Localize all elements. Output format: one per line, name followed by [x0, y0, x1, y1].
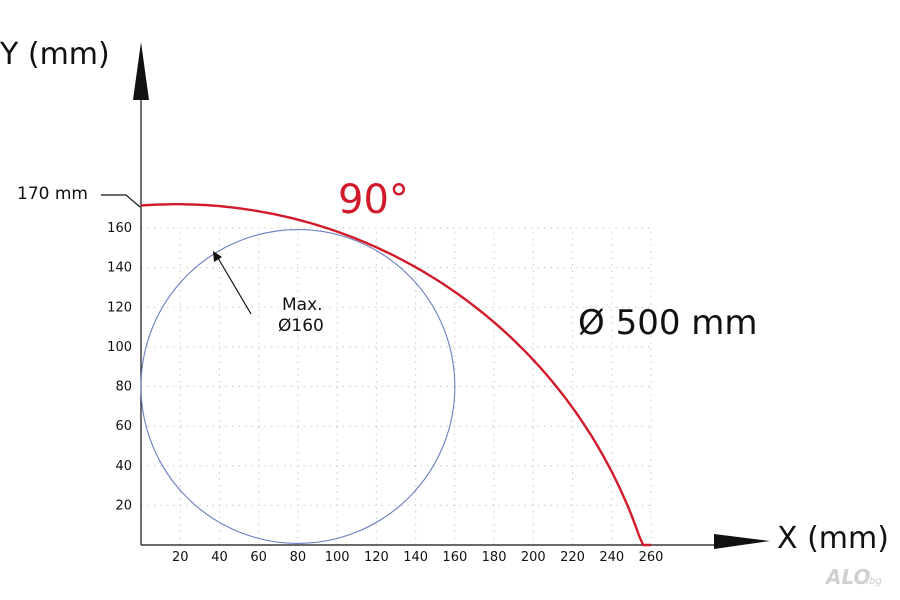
grid — [141, 227, 652, 545]
x-tick-label: 240 — [599, 550, 624, 565]
x-tick-label: 20 — [172, 550, 189, 565]
y-tick-label: 40 — [115, 459, 132, 474]
x-tick-label: 40 — [211, 550, 228, 565]
angle-label: 90° — [338, 177, 409, 223]
y-axis-title: Y (mm) — [0, 37, 110, 72]
watermark-suffix: .bg — [866, 576, 882, 587]
x-tick-label: 80 — [290, 550, 307, 565]
y-tick-label: 80 — [115, 380, 132, 395]
x-tick-label: 180 — [482, 550, 507, 565]
y-axis-arrow — [133, 42, 149, 100]
y-tick-label: 140 — [107, 261, 132, 276]
y-tick-label: 20 — [115, 498, 132, 513]
x-axis-title: X (mm) — [777, 521, 889, 556]
max-label-line2: Ø160 — [278, 316, 324, 336]
y-tick-label: 60 — [115, 419, 132, 434]
x-tick-label: 60 — [250, 550, 267, 565]
diameter-label: Ø 500 mm — [578, 303, 758, 343]
y-tick-labels: 20 40 60 80 100 120 140 160 — [107, 221, 132, 513]
x-tick-label: 100 — [325, 550, 350, 565]
max-label-line1: Max. — [282, 295, 323, 315]
y-tick-label: 160 — [107, 221, 132, 236]
x-tick-label: 220 — [560, 550, 585, 565]
envelope-curve — [140, 203, 651, 547]
x-tick-label: 120 — [364, 550, 389, 565]
x-tick-label: 200 — [521, 550, 546, 565]
watermark-logo: ALO — [824, 565, 871, 589]
x-tick-label: 140 — [403, 550, 428, 565]
workpiece-circle — [140, 229, 456, 544]
x-tick-label: 160 — [442, 550, 467, 565]
height-marker-label: 170 mm — [17, 184, 88, 204]
x-tick-label: 260 — [639, 550, 664, 565]
max-diameter-leader-line — [217, 257, 252, 315]
height-leader-line — [101, 194, 141, 208]
x-tick-labels: 20 40 60 80 100 120 140 160 180 200 220 240 260 — [172, 550, 663, 565]
y-tick-label: 100 — [107, 340, 132, 355]
x-axis-arrow — [714, 534, 770, 549]
max-diameter-leader-arrow — [213, 251, 222, 262]
y-tick-label: 120 — [107, 300, 132, 315]
